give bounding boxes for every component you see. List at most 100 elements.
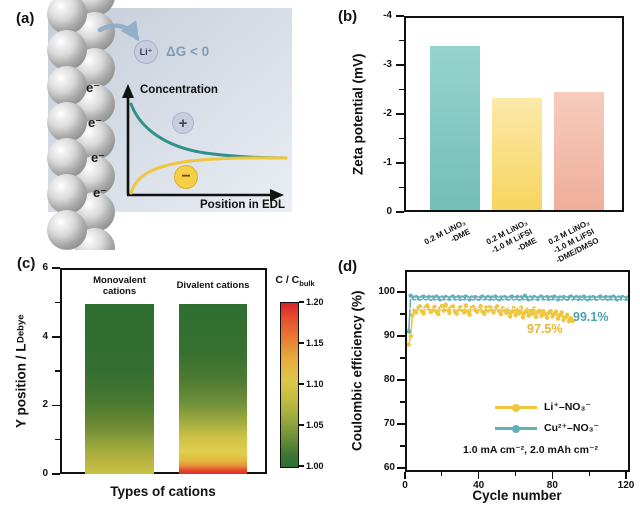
y-minor-tick (400, 357, 405, 359)
d-series-canvas (407, 293, 628, 347)
y-tick-label: -1 (383, 157, 392, 168)
y-tick (397, 379, 405, 381)
li-ion-badge: Li⁺ (134, 40, 158, 64)
y-tick (396, 15, 404, 17)
x-minor-tick (588, 472, 590, 476)
y-minor-tick (400, 313, 405, 315)
y-minor-tick (55, 301, 60, 303)
y-tick (397, 335, 405, 337)
colorbar-tick (299, 465, 304, 467)
x-tick (625, 472, 627, 479)
zeta-bar (492, 97, 542, 210)
colorbar-tick-label: 1.10 (306, 378, 324, 389)
anion-concentration-curve (129, 156, 288, 195)
li-ion-text: Li⁺ (139, 46, 153, 57)
c-y-axis-label: Y position / L Debye (10, 268, 32, 474)
cu-retention-annotation: 99.1% (573, 310, 609, 324)
electron-label: e⁻ (85, 80, 101, 95)
x-tick-label: 120 (617, 480, 635, 491)
concentration-axis-arrow (122, 84, 134, 98)
series-cu-no3 (407, 293, 628, 334)
divalent-heat-column (179, 304, 247, 474)
y-tick (52, 335, 60, 338)
y-tick-label: 2 (42, 399, 48, 411)
panel-a-graphic (47, 0, 292, 250)
x-tick (477, 472, 480, 479)
c-plot-area: Monovalent cations Divalent cations (60, 268, 267, 474)
li-series-swatch (495, 400, 537, 414)
anion-badge: − (174, 165, 198, 189)
y-tick (396, 64, 404, 66)
electron-label: e⁻ (90, 150, 106, 165)
desolvation-arrow (97, 20, 140, 42)
x-tick (404, 472, 406, 479)
y-tick (397, 423, 405, 425)
y-minor-tick (399, 137, 404, 140)
position-axis-label: Position in EDL (200, 199, 285, 211)
colorbar-tick (299, 342, 304, 344)
delta-g-text: ΔG < 0 (166, 44, 210, 59)
y-tick-label: 0 (42, 468, 48, 479)
y-tick-label: 80 (383, 374, 395, 385)
monovalent-heat-column (85, 304, 154, 474)
li-series-label: Li⁺–NO₃⁻ (544, 401, 591, 413)
panel-c-label: (c) (17, 255, 36, 272)
minus-sign: − (181, 168, 191, 185)
divalent-title: Divalent cations (176, 280, 250, 291)
colorbar (280, 302, 299, 468)
zeta-bar (430, 46, 480, 210)
colorbar-tick-label: 1.05 (306, 419, 324, 430)
colorbar-tick (299, 424, 304, 426)
y-tick (396, 211, 404, 213)
electron-label: e⁻ (87, 115, 103, 130)
x-tick-label: 40 (473, 480, 485, 491)
y-tick (396, 162, 404, 164)
y-minor-tick (55, 439, 60, 441)
y-tick-label: 70 (383, 418, 395, 429)
y-minor-tick (399, 88, 404, 91)
c-y-axis-label-main: Y position / L (13, 343, 29, 428)
y-minor-tick (400, 401, 405, 403)
colorbar-tick-label: 1.15 (306, 337, 324, 348)
concentration-axis-label: Concentration (140, 84, 218, 96)
x-minor-tick (514, 472, 517, 476)
x-tick-label: 0 (402, 480, 408, 491)
legend-entry-cu: Cu²⁺–NO₃⁻ (495, 421, 599, 435)
y-minor-tick (400, 445, 405, 447)
li-retention-annotation: 97.5% (527, 322, 563, 336)
y-tick-label: 90 (383, 330, 395, 341)
x-tick-label: 80 (546, 480, 558, 491)
panel-a-label: (a) (16, 10, 35, 27)
y-tick (397, 291, 405, 293)
cation-badge: + (172, 112, 194, 134)
y-tick-label: 100 (378, 286, 395, 297)
panel-b: (b) Zeta potential (mV) -4 -3 -2 -1 0 0.2 M … (320, 0, 640, 265)
y-tick-label: -3 (383, 59, 392, 70)
y-tick-label: 0 (386, 206, 392, 217)
test-condition-label: 1.0 mA cm⁻², 2.0 mAh cm⁻² (463, 444, 598, 456)
y-tick-label: -2 (383, 108, 392, 119)
y-minor-tick (399, 186, 404, 189)
cu-series-label: Cu²⁺–NO₃⁻ (544, 422, 600, 434)
y-tick-label: 6 (42, 262, 48, 273)
x-tick (551, 472, 554, 479)
panel-d-label: (d) (338, 258, 358, 275)
cu-series-swatch (495, 421, 537, 435)
colorbar-tick-label: 1.20 (306, 296, 324, 307)
d-plot-area: 97.5% 99.1% Li⁺–NO₃⁻ Cu²⁺–NO₃⁻ 1.0 mA cm… (405, 270, 630, 472)
colorbar-title-main: C / C (275, 274, 300, 286)
electrode-spheres (47, 0, 115, 250)
y-tick (397, 467, 405, 469)
zeta-bar (554, 91, 604, 210)
legend-entry-li: Li⁺–NO₃⁻ (495, 400, 591, 414)
panel-a: (a) e⁻ e⁻ e⁻ e⁻ Li⁺ ΔG < 0 Concentration… (0, 0, 320, 250)
position-axis-arrow (270, 189, 284, 201)
colorbar-tick (299, 383, 304, 385)
colorbar-title: C / Cbulk (270, 274, 320, 288)
y-tick (52, 267, 60, 269)
y-tick-label: 4 (42, 330, 48, 342)
y-tick-label: 60 (383, 462, 395, 473)
colorbar-title-sub: bulk (299, 279, 315, 289)
y-minor-tick (55, 370, 60, 372)
